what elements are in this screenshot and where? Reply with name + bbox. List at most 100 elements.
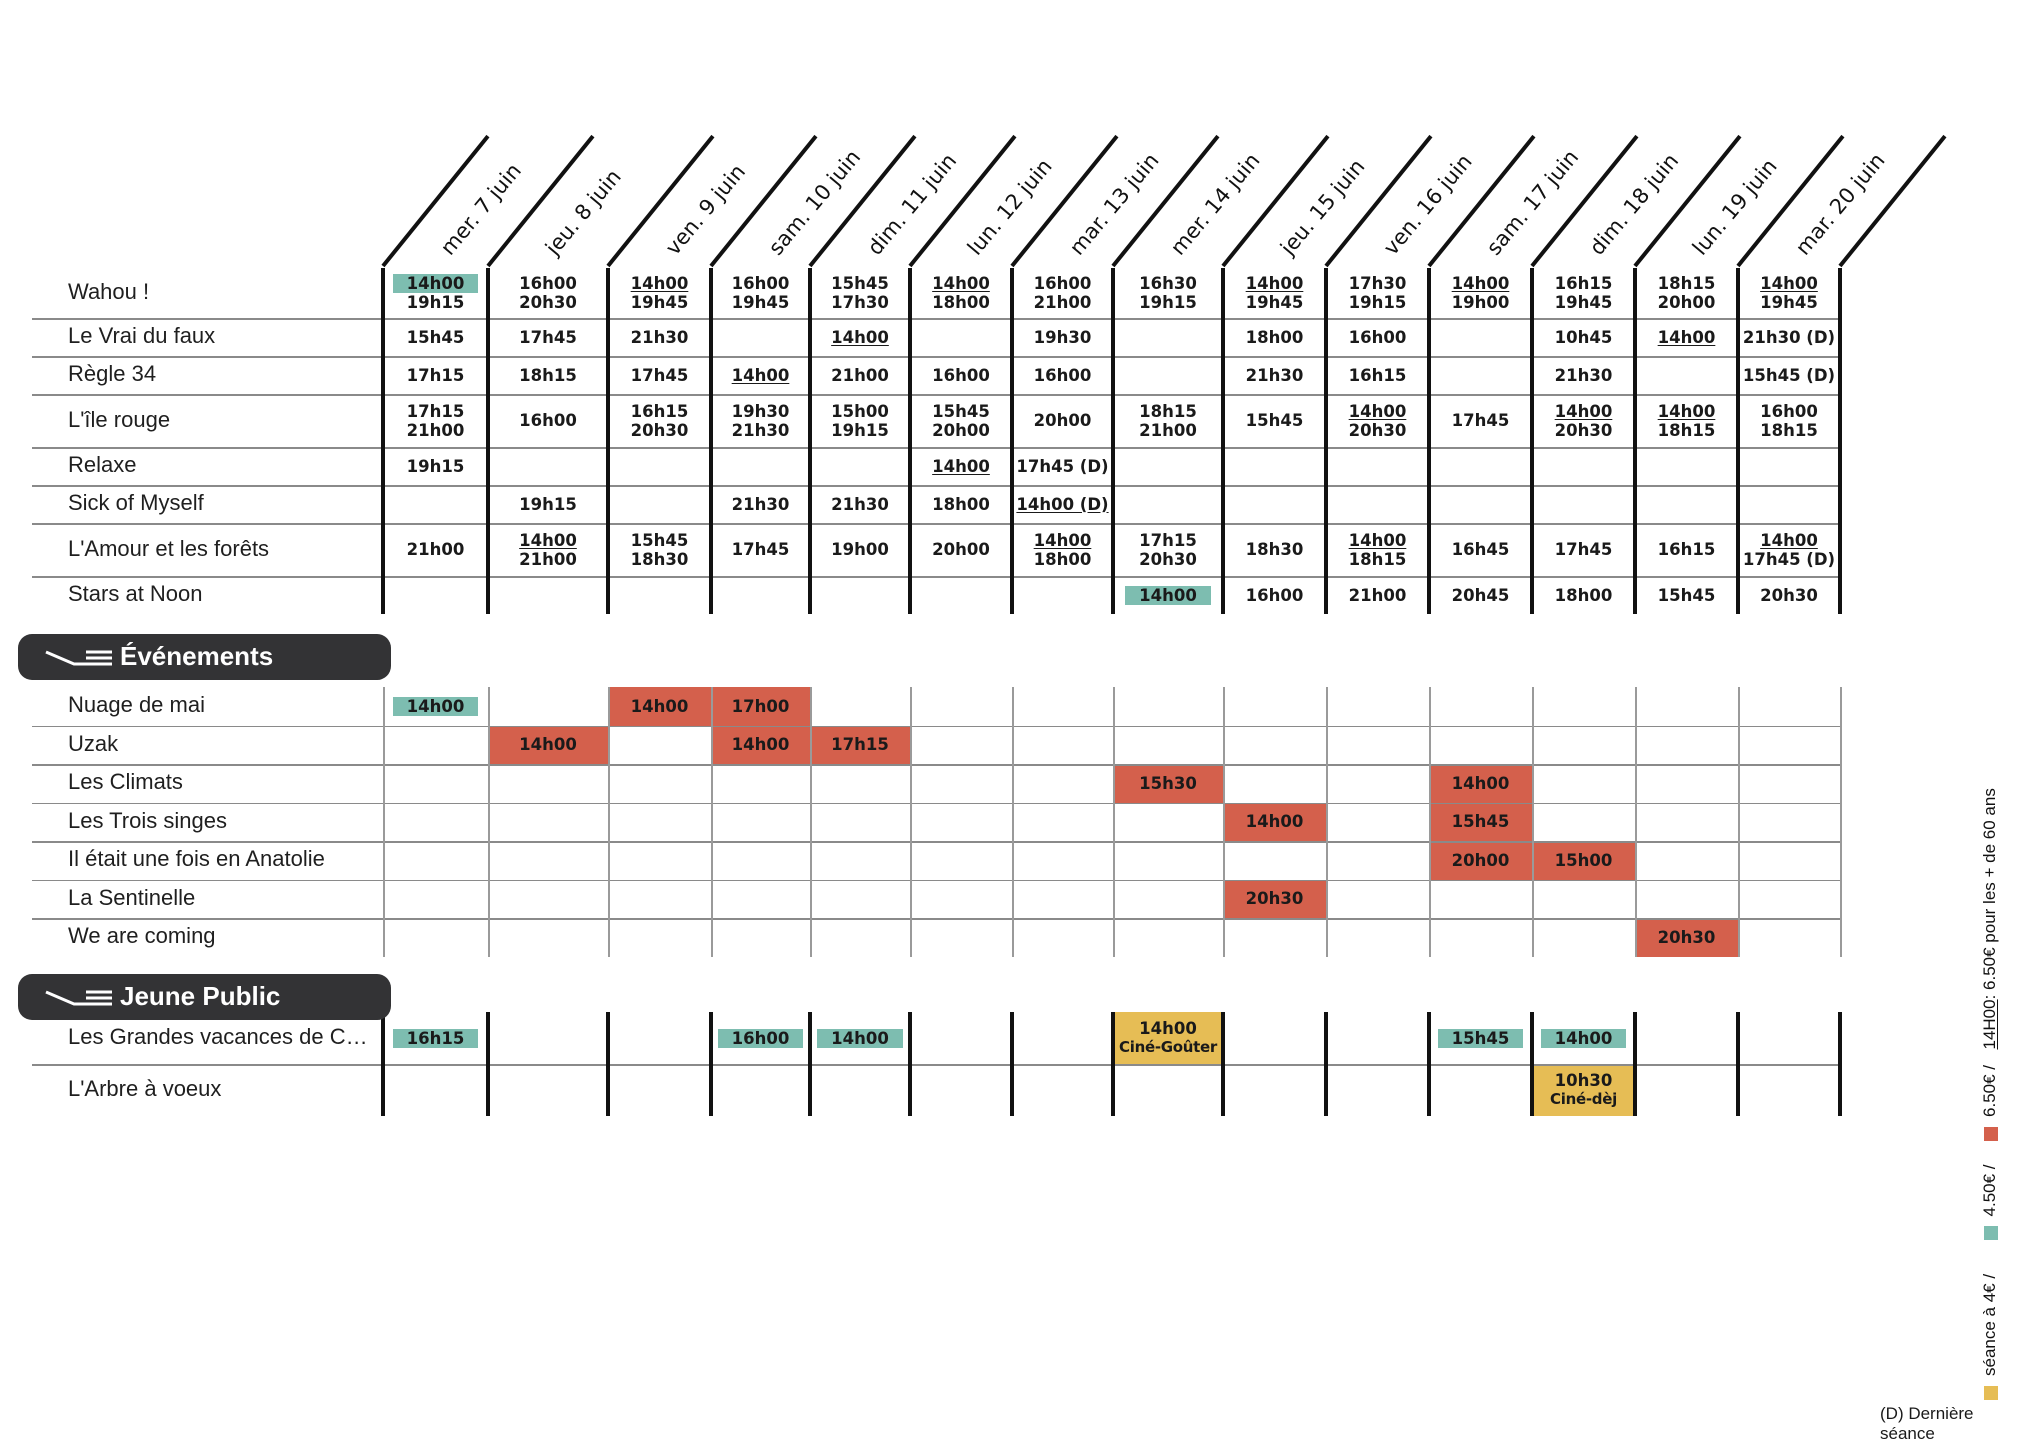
- session-time[interactable]: 16h00: [717, 1028, 804, 1048]
- session-time[interactable]: 19h15: [1139, 293, 1197, 312]
- session-time[interactable]: 21h00: [406, 420, 465, 440]
- session-time[interactable]: 16h00: [519, 411, 577, 430]
- session-time[interactable]: 21h30: [1554, 365, 1613, 385]
- session-time[interactable]: 20h45: [1451, 585, 1510, 605]
- session-time[interactable]: 17h45: [630, 365, 689, 385]
- session-time[interactable]: 19h45: [1760, 293, 1818, 312]
- session-time[interactable]: 18h00: [1245, 327, 1304, 347]
- session-time[interactable]: 21h00: [1139, 420, 1197, 440]
- session-time[interactable]: 16h00: [1348, 327, 1407, 347]
- session-time[interactable]: 16h00: [519, 274, 577, 293]
- session-time[interactable]: 14h00: [1139, 1019, 1197, 1038]
- session-time[interactable]: 16h30: [1139, 274, 1197, 293]
- session-time[interactable]: 19h45: [1245, 293, 1304, 312]
- session-time[interactable]: 14h00: [1657, 401, 1716, 421]
- session-time[interactable]: 18h00: [1033, 549, 1092, 569]
- session-time[interactable]: 18h15: [1657, 274, 1716, 293]
- session-time[interactable]: 16h00: [1245, 585, 1304, 605]
- session-time[interactable]: 21h00: [1033, 293, 1092, 312]
- session-time[interactable]: 21h30 (D): [1742, 327, 1836, 347]
- session-time[interactable]: 18h30: [630, 549, 689, 569]
- session-time[interactable]: 16h45: [1451, 540, 1510, 559]
- session-time[interactable]: 20h00: [932, 540, 990, 559]
- session-time[interactable]: 14h00: [932, 456, 990, 476]
- session-time[interactable]: 19h15: [406, 456, 465, 476]
- session-time[interactable]: 20h30: [1760, 585, 1818, 605]
- session-time[interactable]: 19h30: [1033, 327, 1092, 347]
- session-time[interactable]: 17h15: [831, 735, 889, 755]
- session-time[interactable]: 17h45: [731, 540, 790, 559]
- session-time[interactable]: 19h45: [731, 293, 790, 312]
- session-time[interactable]: 19h00: [831, 540, 889, 559]
- session-time[interactable]: 17h15: [406, 365, 465, 385]
- session-time[interactable]: 16h15: [1348, 365, 1407, 385]
- session-time[interactable]: 16h15: [1554, 274, 1613, 293]
- session-time[interactable]: 17h45 (D): [1742, 549, 1836, 569]
- session-time[interactable]: 17h45: [519, 327, 577, 347]
- session-time[interactable]: 21h00: [406, 540, 465, 559]
- session-time[interactable]: 14h00: [1554, 401, 1613, 421]
- session-time[interactable]: 14h00: [392, 274, 479, 293]
- session-time[interactable]: 18h15: [1139, 401, 1197, 421]
- session-time[interactable]: 15h00: [1554, 850, 1613, 870]
- session-time[interactable]: 17h30: [831, 293, 889, 312]
- session-time[interactable]: 20h30: [1348, 420, 1407, 440]
- session-time[interactable]: 14h00: [831, 327, 889, 347]
- session-time[interactable]: 18h00: [932, 494, 990, 514]
- session-time[interactable]: 17h45: [1451, 411, 1510, 430]
- session-time[interactable]: 18h30: [1245, 540, 1304, 559]
- session-time[interactable]: 21h30: [1245, 365, 1304, 385]
- session-time[interactable]: 21h00: [1348, 585, 1407, 605]
- session-time[interactable]: 10h30: [1554, 1071, 1613, 1090]
- session-time[interactable]: 21h30: [731, 494, 790, 514]
- session-time[interactable]: 14h00: [519, 735, 577, 755]
- session-time[interactable]: 14h00: [1245, 812, 1304, 832]
- session-time[interactable]: 21h00: [519, 549, 577, 569]
- session-time[interactable]: 16h00: [731, 274, 790, 293]
- session-time[interactable]: 21h30: [731, 420, 790, 440]
- session-time[interactable]: 15h30: [1139, 773, 1197, 793]
- session-time[interactable]: 18h15: [519, 365, 577, 385]
- session-time[interactable]: 18h00: [1554, 585, 1613, 605]
- session-time[interactable]: 18h15: [1760, 420, 1818, 440]
- session-time[interactable]: 15h00: [831, 401, 889, 421]
- session-time[interactable]: 15h45: [406, 327, 465, 347]
- session-time[interactable]: 16h15: [392, 1028, 479, 1048]
- session-time[interactable]: 14h00: [1540, 1028, 1627, 1048]
- session-time[interactable]: 16h15: [630, 401, 689, 421]
- session-time[interactable]: 19h45: [630, 293, 689, 312]
- session-time[interactable]: 20h00: [1451, 850, 1510, 870]
- session-time[interactable]: 16h00: [1760, 401, 1818, 421]
- session-time[interactable]: 20h30: [630, 420, 689, 440]
- session-time[interactable]: 19h15: [406, 293, 465, 312]
- session-time[interactable]: 14h00: [519, 530, 577, 550]
- session-time[interactable]: 20h30: [1657, 927, 1716, 947]
- session-time[interactable]: 17h15: [406, 401, 465, 421]
- session-time[interactable]: 15h45: [1245, 411, 1304, 430]
- session-time[interactable]: 21h30: [831, 494, 889, 514]
- session-time[interactable]: 14h00: [1760, 530, 1818, 550]
- session-time[interactable]: 15h45: [932, 401, 990, 421]
- session-time[interactable]: 14h00: [731, 735, 790, 755]
- session-time[interactable]: 16h15: [1657, 540, 1716, 559]
- session-time[interactable]: 18h00: [932, 293, 990, 312]
- session-time[interactable]: 14h00 (D): [1016, 494, 1109, 514]
- session-time[interactable]: 20h30: [1245, 889, 1304, 909]
- session-time[interactable]: 14h00: [1348, 401, 1407, 421]
- session-time[interactable]: 14h00: [1348, 530, 1407, 550]
- session-time[interactable]: 21h30: [630, 327, 689, 347]
- session-time[interactable]: 14h00: [392, 696, 479, 716]
- session-time[interactable]: 15h45 (D): [1742, 365, 1836, 385]
- session-time[interactable]: 14h00: [1033, 530, 1092, 550]
- session-time[interactable]: 14h00: [1125, 585, 1211, 605]
- session-time[interactable]: 14h00: [630, 696, 689, 716]
- session-time[interactable]: 20h00: [1657, 293, 1716, 312]
- session-time[interactable]: 20h00: [1033, 411, 1092, 430]
- session-time[interactable]: 19h00: [1451, 293, 1510, 312]
- session-time[interactable]: 19h30: [731, 401, 790, 421]
- session-time[interactable]: 19h15: [1348, 293, 1407, 312]
- session-time[interactable]: 15h45: [1437, 1028, 1524, 1048]
- session-time[interactable]: 21h00: [831, 365, 889, 385]
- session-time[interactable]: 20h30: [1554, 420, 1613, 440]
- session-time[interactable]: 17h30: [1348, 274, 1407, 293]
